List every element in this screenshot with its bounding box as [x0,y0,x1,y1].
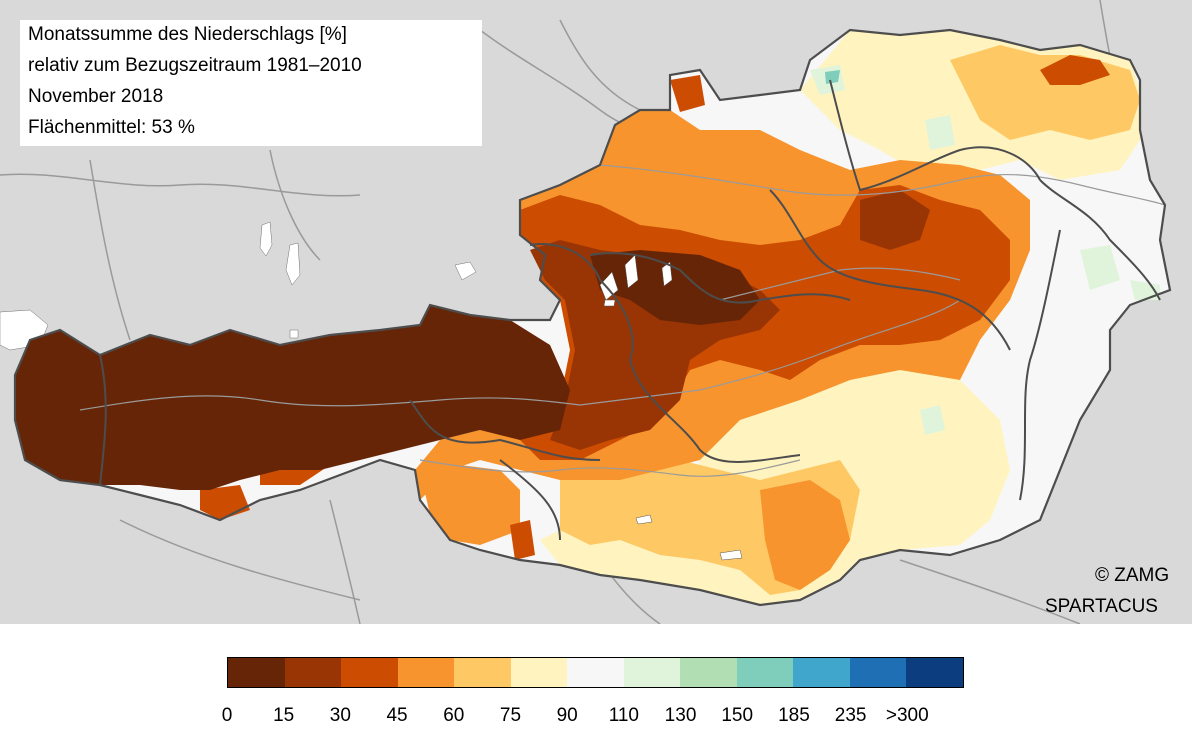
legend-swatch [906,658,963,687]
legend-tick-label: 235 [834,705,867,726]
austria-map-svg [0,0,1172,624]
outer-lakes [0,221,477,351]
legend-tick-label: 110 [608,705,639,726]
class-15-30-e [860,190,930,250]
map-title-line-1: Monatssumme des Niederschlags [%] [28,24,347,45]
class-0-15 [15,305,570,490]
legend-tick-label: 15 [273,705,295,726]
class-150-185 [825,70,840,84]
legend-tick-label: >300 [885,705,929,726]
legend-swatch [397,658,455,687]
credit-spartacus: SPARTACUS [1045,596,1158,617]
map-title-line-4: Flächenmittel: 53 % [28,117,195,138]
legend-tick-label: 45 [386,705,408,726]
class-30-45-n [670,75,705,112]
legend-color-bar [227,657,964,688]
legend-swatch [680,658,737,687]
class-45-60-s [420,465,520,545]
legend-swatch [793,658,850,687]
class-30-45-ne [1040,55,1110,85]
class-45-60-se [760,480,850,590]
legend-swatch [849,658,907,687]
legend-tick-label: 75 [499,705,522,726]
legend-tick-label: 90 [556,705,578,726]
legend-tick-label: 130 [664,705,697,726]
legend-tick-label: 150 [721,705,754,726]
legend-tick-label: 185 [778,705,810,726]
precipitation-map: Monatssumme des Niederschlags [%] relati… [0,0,1192,624]
austria-border [13,28,1172,607]
inner-lakes [599,254,743,561]
credit-zamg: © ZAMG [1095,565,1170,586]
legend-swatch [567,658,624,687]
legend-tick-label: 30 [329,705,351,726]
map-title-box: Monatssumme des Niederschlags [%] relati… [20,20,482,146]
legend-swatch [623,658,681,687]
province-borders [99,79,1161,541]
legend-swatch [510,658,568,687]
inner-rivers [79,164,1166,477]
legend-swatch [228,658,285,687]
legend-tick-label: 60 [443,705,465,726]
legend-swatch [736,658,794,687]
legend-tick-label: 0 [221,705,233,726]
legend-swatch [341,658,398,687]
map-title-line-2: relativ zum Bezugszeitraum 1981–2010 [28,55,362,76]
legend-swatch [284,658,342,687]
class-30-45-s [510,520,535,560]
legend-swatch [454,658,511,687]
map-title-line-3: November 2018 [28,86,164,107]
